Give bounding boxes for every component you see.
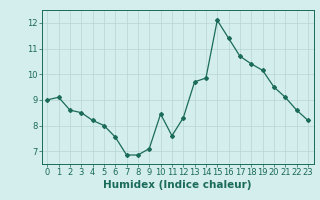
X-axis label: Humidex (Indice chaleur): Humidex (Indice chaleur): [103, 180, 252, 190]
